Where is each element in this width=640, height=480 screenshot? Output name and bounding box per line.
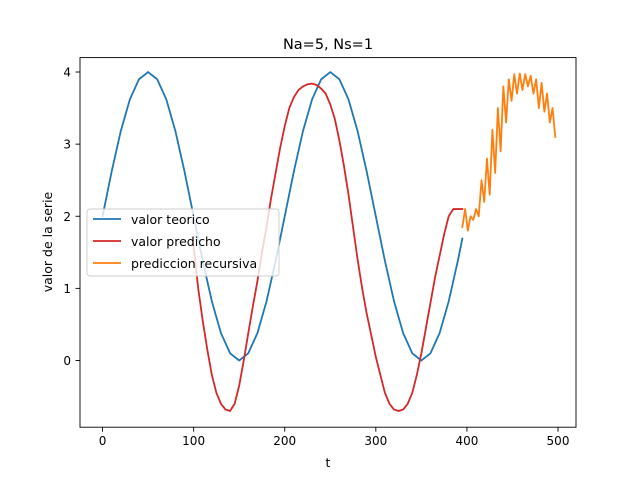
y-tick-label: 0: [63, 354, 71, 368]
y-tick-label: 2: [63, 210, 71, 224]
chart-title: Na=5, Ns=1: [283, 37, 373, 53]
y-tick-label: 4: [63, 66, 71, 80]
legend-label-valor-teorico: valor teorico: [131, 212, 210, 227]
x-tick-label: 100: [182, 434, 205, 448]
x-tick-label: 300: [364, 434, 387, 448]
x-tick-label: 500: [547, 434, 570, 448]
legend-label-prediccion-recursiva: prediccion recursiva: [131, 256, 257, 271]
x-tick-label: 0: [99, 434, 107, 448]
legend-label-valor-predicho: valor predicho: [131, 234, 221, 249]
x-tick-label: 200: [273, 434, 296, 448]
x-tick-label: 400: [455, 434, 478, 448]
y-tick-label: 1: [63, 282, 71, 296]
y-axis-label: valor de la serie: [40, 191, 55, 292]
y-tick-label: 3: [63, 138, 71, 152]
x-axis-label: t: [326, 455, 331, 470]
legend: valor teorico valor predicho prediccion …: [87, 209, 279, 276]
